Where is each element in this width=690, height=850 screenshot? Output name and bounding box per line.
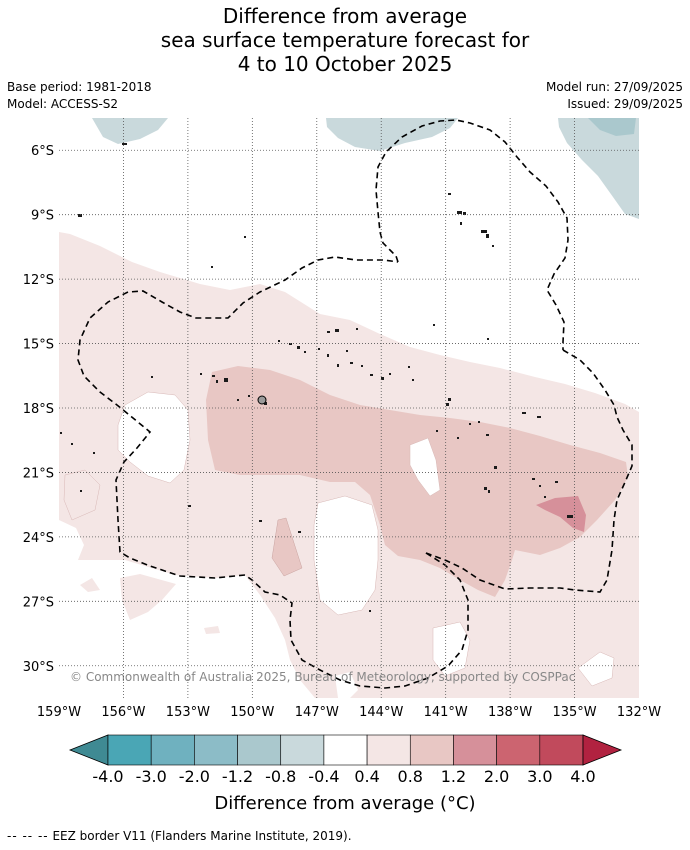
title-line-2: sea surface temperature forecast for [160,28,530,52]
colorbar-extend-low [68,734,109,766]
warm-blob-southwest [271,517,303,577]
gridlines [59,118,639,698]
warm-region-max [536,496,586,532]
colorbar-label: Difference from average (°C) [214,793,476,814]
x-tick-label: 132°W [617,705,661,720]
neutral-pocket-south [432,621,471,677]
eez-footer-text: EEZ border V11 (Flanders Marine Institut… [52,829,352,843]
neutral-pocket-center [313,495,379,616]
footer-legend: -- -- -- EEZ border V11 (Flanders Marine… [7,829,352,843]
neutral-pocket-far-west [59,520,84,562]
eez-border-north [375,119,569,350]
x-tick-label: 138°W [488,705,532,720]
warm-region-core [206,366,628,597]
eez-border-east [425,349,633,593]
eez-border-south [244,552,469,689]
colorbar: -4.0 -3.0 -2.0 -1.2 -0.8 -0.4 0.4 0.8 1.2 2.0 3.0 4… [68,734,623,786]
y-tick-label: 12°S [23,273,54,288]
x-tick-label: 135°W [552,705,596,720]
x-tick-label: 159°W [37,705,81,720]
neutral-pocket-small [120,574,176,620]
issued-text: Issued: 29/09/2025 [567,97,683,111]
eez-dash-symbol: -- -- -- [7,829,49,843]
meta-left: Base period: 1981-2018 Model: ACCESS-S2 [7,79,152,113]
neutral-pocket-east [409,437,441,497]
colorbar-swatch [194,734,238,766]
colorbar-swatch [107,734,152,766]
islands [60,143,573,612]
y-tick-label: 6°S [31,144,54,159]
colorbar-tick-label: -2.0 [179,767,210,786]
cool-region-north-west [92,118,168,144]
colorbar-tick-label: 1.2 [441,767,466,786]
colorbar-tick-label: -0.4 [308,767,339,786]
title-line-3: 4 to 10 October 2025 [237,52,453,76]
colorbar-swatch [366,734,411,766]
colorbar-tick-label: 3.0 [527,767,552,786]
colorbar-tick-label: -1.2 [222,767,253,786]
x-tick-label: 147°W [295,705,339,720]
colorbar-swatch [496,734,541,766]
colorbar-swatch [280,734,325,766]
y-tick-label: 27°S [23,595,54,610]
x-tick-label: 150°W [230,705,274,720]
colorbar-tick-label: 0.8 [398,767,423,786]
meta-right: Model run: 27/09/2025 Issued: 29/09/2025 [546,79,683,113]
island-highlight [257,395,267,405]
cool-region-northeast-core [588,118,636,136]
copyright-text: © Commonwealth of Australia 2025, Bureau… [70,670,575,684]
colorbar-tick-label: 2.0 [484,767,509,786]
neutral-pocket-dot [204,626,220,634]
colorbar-swatch [237,734,282,766]
neutral-pocket-southeast [577,651,615,687]
axis-labels: 159°W 156°W 153°W 150°W 147°W 144°W 141°W 138°W… [23,144,662,720]
colorbar-tick-label: 4.0 [570,767,595,786]
colorbar-swatch [323,734,368,766]
base-period-text: Base period: 1981-2018 [7,80,152,94]
y-tick-label: 21°S [23,466,54,481]
y-tick-label: 30°S [23,660,54,675]
eez-border-southwest [77,256,399,579]
title-line-1: Difference from average [222,4,468,28]
cool-region-north-center [326,118,458,151]
y-tick-label: 24°S [23,531,54,546]
model-text: Model: ACCESS-S2 [7,97,119,111]
x-tick-label: 156°W [101,705,145,720]
eez-borders [77,119,633,689]
colorbar-tick-label: 0.4 [354,767,379,786]
y-tick-label: 15°S [23,338,54,353]
neutral-pocket-bottom-center [335,672,358,698]
neutral-pocket-west [117,391,191,484]
y-tick-label: 9°S [31,209,54,224]
colorbar-tick-label: -0.8 [265,767,296,786]
x-tick-label: 144°W [359,705,403,720]
colorbar-extend-high [582,734,623,766]
warm-blob-west [63,469,101,521]
colorbar-tick-label: -4.0 [92,767,123,786]
x-tick-label: 141°W [424,705,468,720]
colorbar-tick-label: -3.0 [136,767,167,786]
chart-title: Difference from average sea surface temp… [0,4,690,76]
colorbar-swatch [150,734,195,766]
y-tick-label: 18°S [23,402,54,417]
x-tick-label: 153°W [166,705,210,720]
colorbar-swatch [539,734,584,766]
cool-region-northeast [558,118,639,219]
colorbar-swatch [409,734,454,766]
colorbar-swatch [453,734,497,766]
model-run-text: Model run: 27/09/2025 [545,80,683,94]
neutral-pocket-tiny [80,578,100,592]
